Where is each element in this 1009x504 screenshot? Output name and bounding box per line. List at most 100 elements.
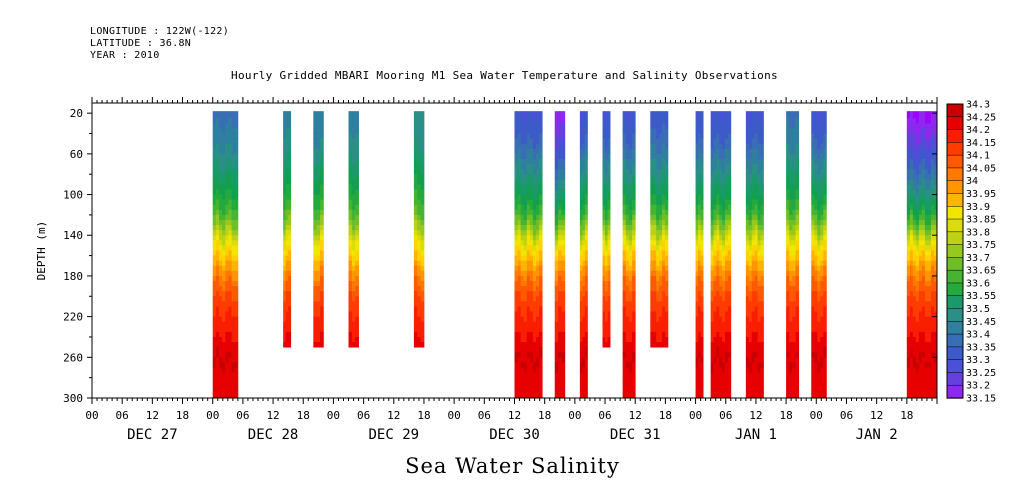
salinity-cell	[656, 281, 660, 287]
salinity-cell	[915, 138, 920, 145]
salinity-cell	[228, 111, 232, 119]
salinity-cell	[605, 111, 608, 119]
salinity-cell	[930, 301, 935, 307]
salinity-cell	[912, 143, 917, 150]
salinity-cell	[561, 387, 566, 394]
salinity-cell	[695, 352, 699, 358]
salinity-cell	[523, 230, 528, 236]
salinity-cell	[520, 164, 525, 170]
salinity-cell	[795, 296, 800, 302]
salinity-cell	[554, 296, 559, 302]
salinity-cell	[554, 230, 559, 236]
salinity-cell	[659, 255, 663, 262]
x-tick-label: 00	[689, 409, 702, 422]
salinity-cell	[909, 158, 914, 165]
salinity-cell	[811, 245, 815, 251]
salinity-cell	[814, 143, 818, 150]
salinity-cell	[760, 179, 764, 185]
salinity-cell	[607, 148, 611, 155]
salinity-cell	[700, 214, 704, 221]
salinity-cell	[420, 286, 425, 292]
salinity-cell	[927, 321, 932, 328]
salinity-cell	[695, 174, 699, 180]
salinity-cell	[698, 382, 701, 389]
salinity-cell	[222, 184, 226, 190]
salinity-cell	[713, 219, 717, 226]
salinity-cell	[283, 331, 287, 338]
salinity-cell	[656, 128, 660, 134]
salinity-cell	[517, 275, 522, 282]
salinity-cell	[539, 342, 543, 348]
salinity-cell	[607, 311, 611, 318]
salinity-cell	[719, 291, 723, 297]
salinity-cell	[523, 281, 528, 287]
salinity-cell	[625, 143, 630, 150]
colorbar-cell	[946, 244, 964, 259]
salinity-cell	[930, 225, 935, 231]
salinity-cell	[313, 174, 318, 180]
salinity-cell	[906, 336, 911, 343]
salinity-cell	[927, 306, 932, 312]
salinity-cell	[234, 235, 239, 241]
salinity-cell	[710, 291, 714, 297]
salinity-cell	[757, 204, 761, 211]
salinity-cell	[722, 128, 726, 134]
salinity-cell	[695, 123, 699, 129]
salinity-cell	[222, 174, 226, 180]
salinity-cell	[225, 158, 229, 165]
salinity-cell	[786, 128, 790, 134]
salinity-cell	[754, 235, 758, 241]
salinity-cell	[760, 392, 764, 399]
salinity-cell	[719, 331, 723, 338]
salinity-cell	[924, 118, 929, 124]
salinity-cell	[417, 123, 422, 129]
salinity-cell	[650, 148, 654, 155]
salinity-cell	[532, 143, 537, 150]
salinity-cell	[517, 331, 522, 338]
salinity-cell	[558, 209, 562, 216]
salinity-cell	[215, 118, 220, 124]
salinity-cell	[536, 362, 540, 368]
salinity-cell	[710, 199, 714, 206]
salinity-cell	[748, 357, 753, 363]
salinity-cell	[823, 321, 827, 328]
salinity-cell	[584, 204, 588, 211]
salinity-cell	[355, 179, 359, 185]
salinity-cell	[607, 219, 611, 226]
salinity-cell	[532, 235, 537, 241]
salinity-cell	[933, 199, 938, 206]
salinity-cell	[584, 265, 588, 272]
salinity-cell	[823, 260, 827, 267]
salinity-cell	[526, 235, 531, 241]
salinity-cell	[933, 275, 938, 282]
salinity-cell	[561, 291, 566, 297]
salinity-cell	[283, 286, 287, 292]
salinity-cell	[716, 184, 720, 190]
salinity-cell	[698, 250, 701, 256]
salinity-cell	[698, 235, 701, 241]
salinity-cell	[529, 347, 534, 353]
salinity-cell	[212, 111, 217, 119]
salinity-cell	[234, 255, 239, 262]
salinity-cell	[930, 153, 935, 160]
salinity-cell	[517, 260, 522, 267]
salinity-cell	[231, 306, 236, 312]
salinity-cell	[582, 153, 586, 160]
salinity-cell	[420, 255, 425, 262]
salinity-cell	[727, 311, 732, 318]
salinity-cell	[757, 230, 761, 236]
salinity-cell	[751, 311, 756, 318]
salinity-cell	[529, 387, 534, 394]
salinity-cell	[795, 352, 800, 358]
salinity-cell	[579, 372, 583, 379]
salinity-cell	[912, 377, 917, 384]
salinity-cell	[283, 199, 287, 206]
salinity-cell	[288, 342, 292, 348]
salinity-cell	[757, 214, 761, 221]
salinity-cell	[219, 235, 223, 241]
salinity-cell	[748, 377, 753, 384]
salinity-cell	[222, 281, 226, 287]
salinity-cell	[351, 230, 356, 236]
salinity-cell	[417, 336, 422, 343]
salinity-cell	[215, 367, 220, 373]
